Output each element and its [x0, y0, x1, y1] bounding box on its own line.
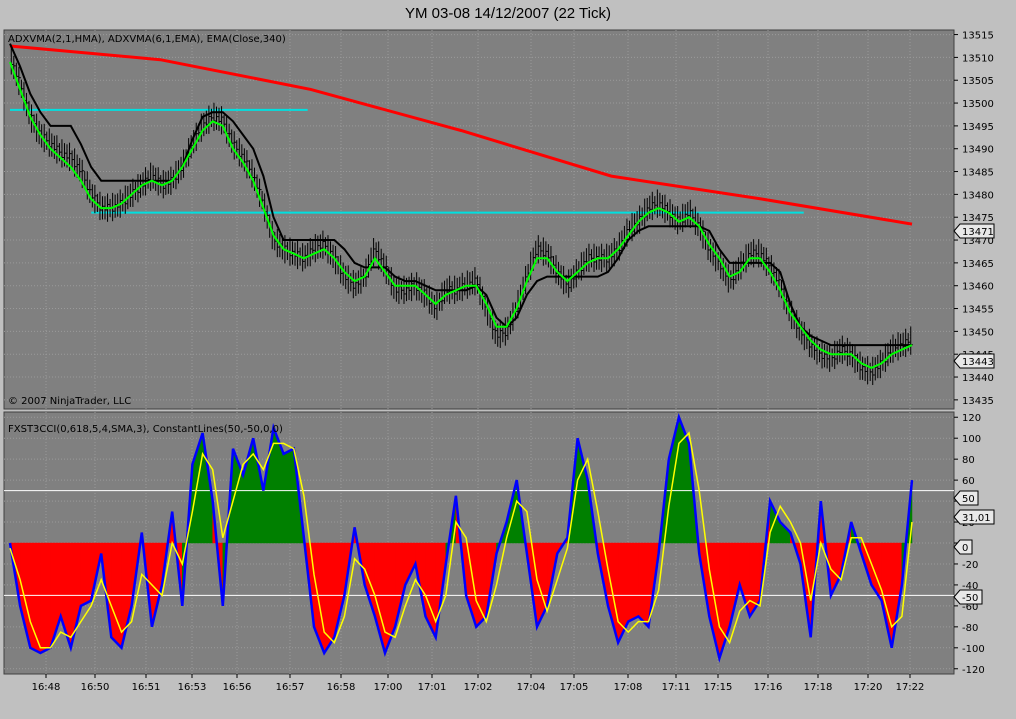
cci-badge-50: 50 [953, 490, 979, 506]
time-tick-label: 16:57 [276, 682, 305, 693]
price-tick-label: 13480 [962, 190, 994, 201]
svg-text:50: 50 [962, 494, 975, 505]
time-tick-label: 17:20 [854, 682, 883, 693]
time-tick-label: 16:58 [327, 682, 356, 693]
price-badge-13443: 13443 [953, 353, 995, 369]
time-tick-label: 16:50 [81, 682, 110, 693]
cci-badge-minus50: -50 [953, 589, 983, 605]
price-tick-label: 13500 [962, 99, 994, 110]
cci-fill-segment [40, 542, 51, 654]
cci-fill-segment [283, 448, 295, 544]
chart-area: ADXVMA(2,1,HMA), ADXVMA(6,1,EMA), EMA(Cl… [3, 29, 995, 693]
cci-fill-segment [627, 542, 639, 623]
time-tick-label: 17:02 [464, 682, 493, 693]
svg-text:13443: 13443 [962, 357, 994, 368]
price-panel [3, 29, 955, 410]
svg-text:13471: 13471 [962, 227, 994, 238]
time-tick-label: 16:56 [223, 682, 252, 693]
cci-fill-segment [638, 542, 649, 628]
price-tick-label: 13465 [962, 259, 994, 270]
cci-badge-0: 0 [953, 539, 973, 555]
cci-tick-label: -20 [962, 560, 978, 571]
copyright-text: © 2007 NinjaTrader, LLC [8, 396, 131, 407]
cci-fill-segment [80, 542, 92, 607]
time-tick-label: 17:11 [662, 682, 691, 693]
time-tick-label: 17:15 [704, 682, 733, 693]
cci-lines [4, 413, 954, 663]
price-tick-label: 13455 [962, 305, 994, 316]
adxvma-slow-line [9, 43, 912, 347]
price-tick-label: 13510 [962, 53, 994, 64]
time-axis: 16:48 16:50 16:51 16:53 16:56 16:57 16:58 17:00… [32, 674, 925, 693]
svg-text:-50: -50 [962, 593, 978, 604]
time-tick-label: 17:04 [517, 682, 546, 693]
cci-tick-label: -40 [962, 581, 978, 592]
window-title: YM 03-08 14/12/2007 (22 Tick) [405, 5, 611, 22]
price-lines [9, 43, 913, 369]
cci-indicator-label: FXST3CCI(0,618,5,4,SMA,3), ConstantLines… [8, 424, 283, 435]
time-tick-label: 17:05 [560, 682, 589, 693]
price-badge-13471: 13471 [953, 223, 995, 239]
time-tick-label: 16:51 [132, 682, 161, 693]
cci-tick-label: -80 [962, 623, 978, 634]
price-tick-label: 13515 [962, 31, 994, 42]
price-tick-label: 13440 [962, 373, 994, 384]
price-tick-label: 13505 [962, 76, 994, 87]
price-tick-label: 13470 [962, 236, 994, 247]
cci-line [8, 413, 914, 663]
cci-tick-label: 80 [962, 455, 975, 466]
cci-tick-label: 120 [962, 413, 981, 424]
price-tick-label: 13460 [962, 282, 994, 293]
time-tick-label: 17:08 [614, 682, 643, 693]
time-tick-label: 17:16 [754, 682, 783, 693]
svg-text:0: 0 [962, 543, 968, 554]
ema-340-line [9, 44, 913, 226]
price-tick-label: 13495 [962, 122, 994, 133]
time-tick-label: 17:01 [418, 682, 447, 693]
price-tick-label: 13450 [962, 327, 994, 338]
price-tick-label: 13490 [962, 145, 994, 156]
cci-tick-label: -60 [962, 602, 978, 613]
cci-badge-value: 31,01 [953, 509, 995, 525]
price-grid [4, 30, 954, 409]
price-tick-label: 13435 [962, 396, 994, 407]
cci-tick-label: 100 [962, 434, 981, 445]
price-tick-label: 13485 [962, 168, 994, 179]
cci-tick-label: 60 [962, 476, 975, 487]
time-tick-label: 16:53 [178, 682, 207, 693]
time-tick-label: 16:48 [32, 682, 61, 693]
cci-signal-line [9, 431, 913, 649]
svg-text:31,01: 31,01 [962, 513, 991, 524]
time-tick-label: 17:22 [896, 682, 925, 693]
cci-tick-label: -100 [962, 644, 985, 655]
price-indicator-label: ADXVMA(2,1,HMA), ADXVMA(6,1,EMA), EMA(Cl… [8, 34, 286, 45]
time-tick-label: 17:00 [374, 682, 403, 693]
cci-fill-segment [475, 542, 487, 628]
adxvma-fast-line [9, 61, 913, 369]
cci-tick-label: -120 [962, 665, 985, 676]
price-axis: 1343513440134451345013455134601346513470… [954, 31, 994, 407]
time-tick-label: 17:18 [804, 682, 833, 693]
price-tick-label: 13475 [962, 213, 994, 224]
